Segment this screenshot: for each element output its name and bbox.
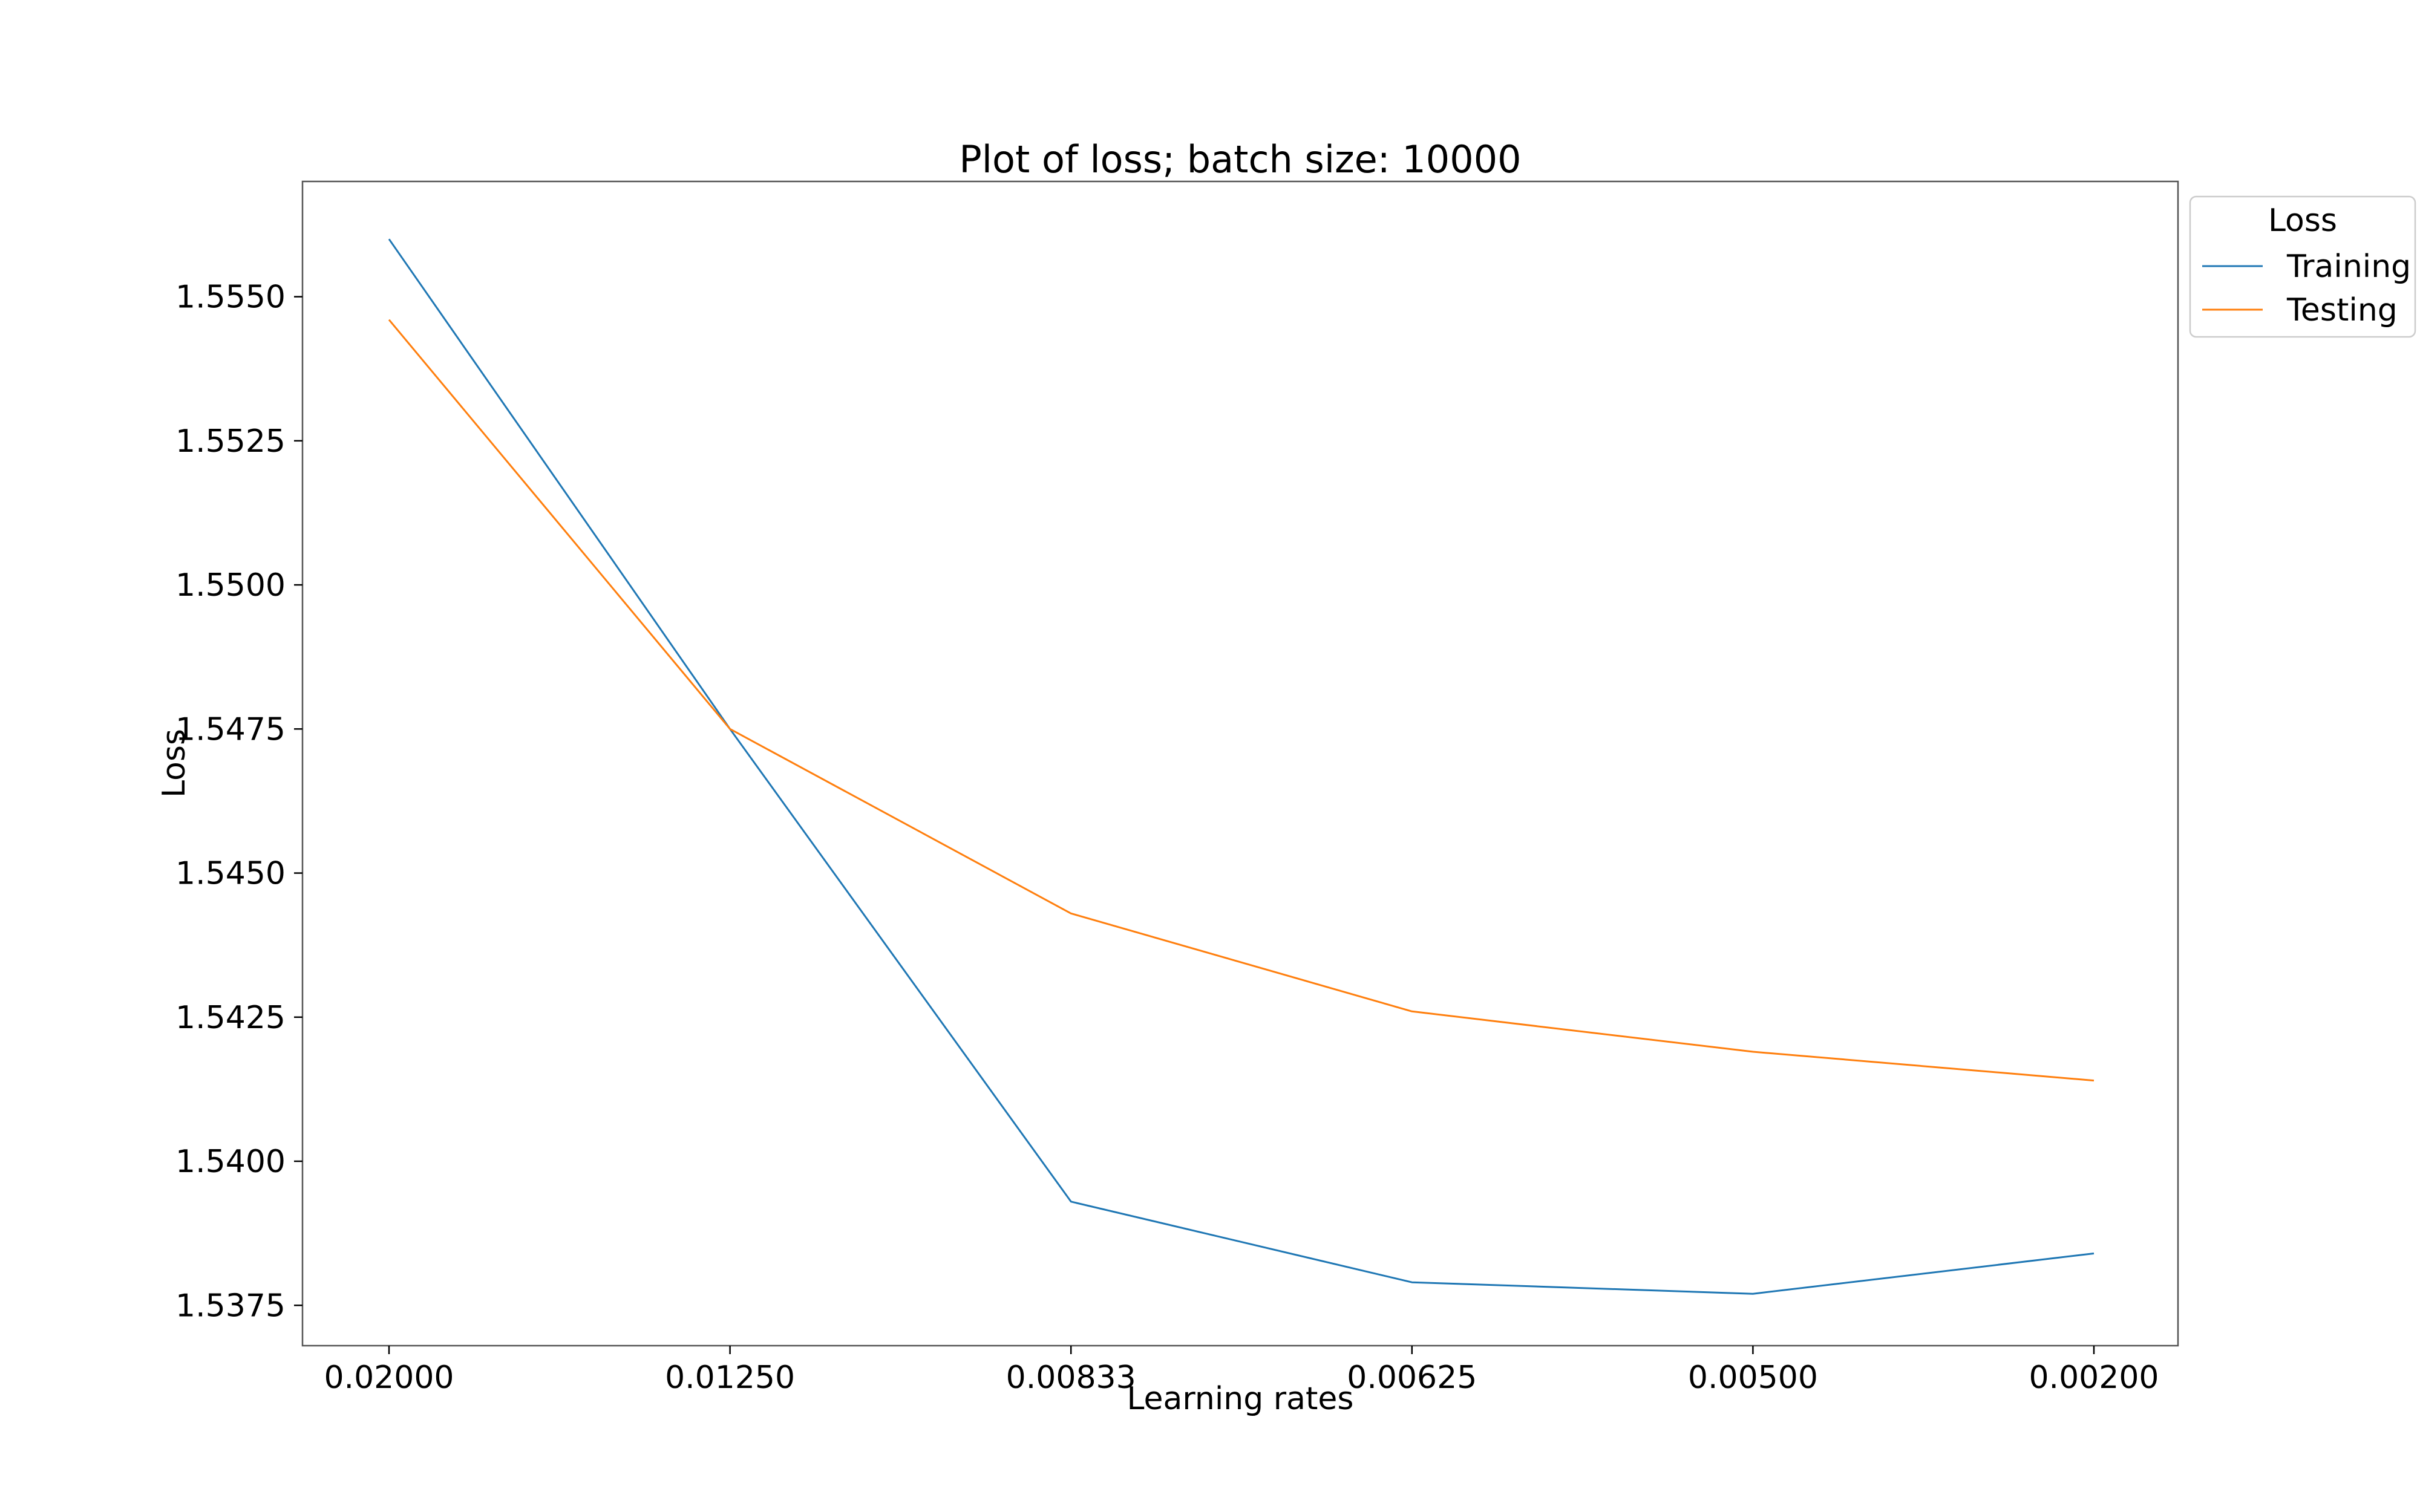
y-tick-label: 1.5550 — [175, 279, 286, 316]
legend-title: Loss — [2268, 203, 2337, 239]
legend-label-training: Training — [2286, 249, 2411, 285]
series-line-testing — [388, 319, 2095, 1082]
series-line-training — [388, 238, 2095, 1295]
legend-label-testing: Testing — [2286, 292, 2398, 328]
y-tick-label: 1.5375 — [175, 1288, 286, 1324]
x-tick-label: 0.02000 — [324, 1360, 454, 1396]
series-layer — [388, 238, 2095, 1295]
y-axis-ticks: 1.5375 1.5400 1.5425 1.5450 1.5475 1.5500 1.55… — [175, 279, 302, 1324]
x-tick-label: 0.00200 — [2029, 1360, 2159, 1396]
x-axis-label: Learning rates — [1127, 1381, 1354, 1417]
y-axis-label: Loss — [156, 729, 192, 798]
x-tick-label: 0.00500 — [1688, 1360, 1818, 1396]
y-tick-label: 1.5450 — [175, 856, 286, 892]
plot-area-frame — [301, 180, 2179, 1347]
y-tick-label: 1.5400 — [175, 1144, 286, 1180]
x-axis-ticks: 0.02000 0.01250 0.00833 0.00625 0.00500 0.002… — [324, 1346, 2159, 1396]
legend-box — [2189, 195, 2416, 338]
y-tick-label: 1.5475 — [175, 711, 286, 748]
y-tick-label: 1.5525 — [175, 423, 286, 460]
legend-entries: Training Testing — [2202, 249, 2411, 328]
y-tick-label: 1.5500 — [175, 567, 286, 604]
chart-title: Plot of loss; batch size: 10000 — [959, 137, 1521, 181]
x-tick-label: 0.00625 — [1347, 1360, 1477, 1396]
x-tick-label: 0.01250 — [665, 1360, 795, 1396]
legend: Loss Training Testing — [2189, 195, 2416, 338]
y-tick-label: 1.5425 — [175, 1000, 286, 1036]
x-tick-label: 0.00833 — [1006, 1360, 1136, 1396]
